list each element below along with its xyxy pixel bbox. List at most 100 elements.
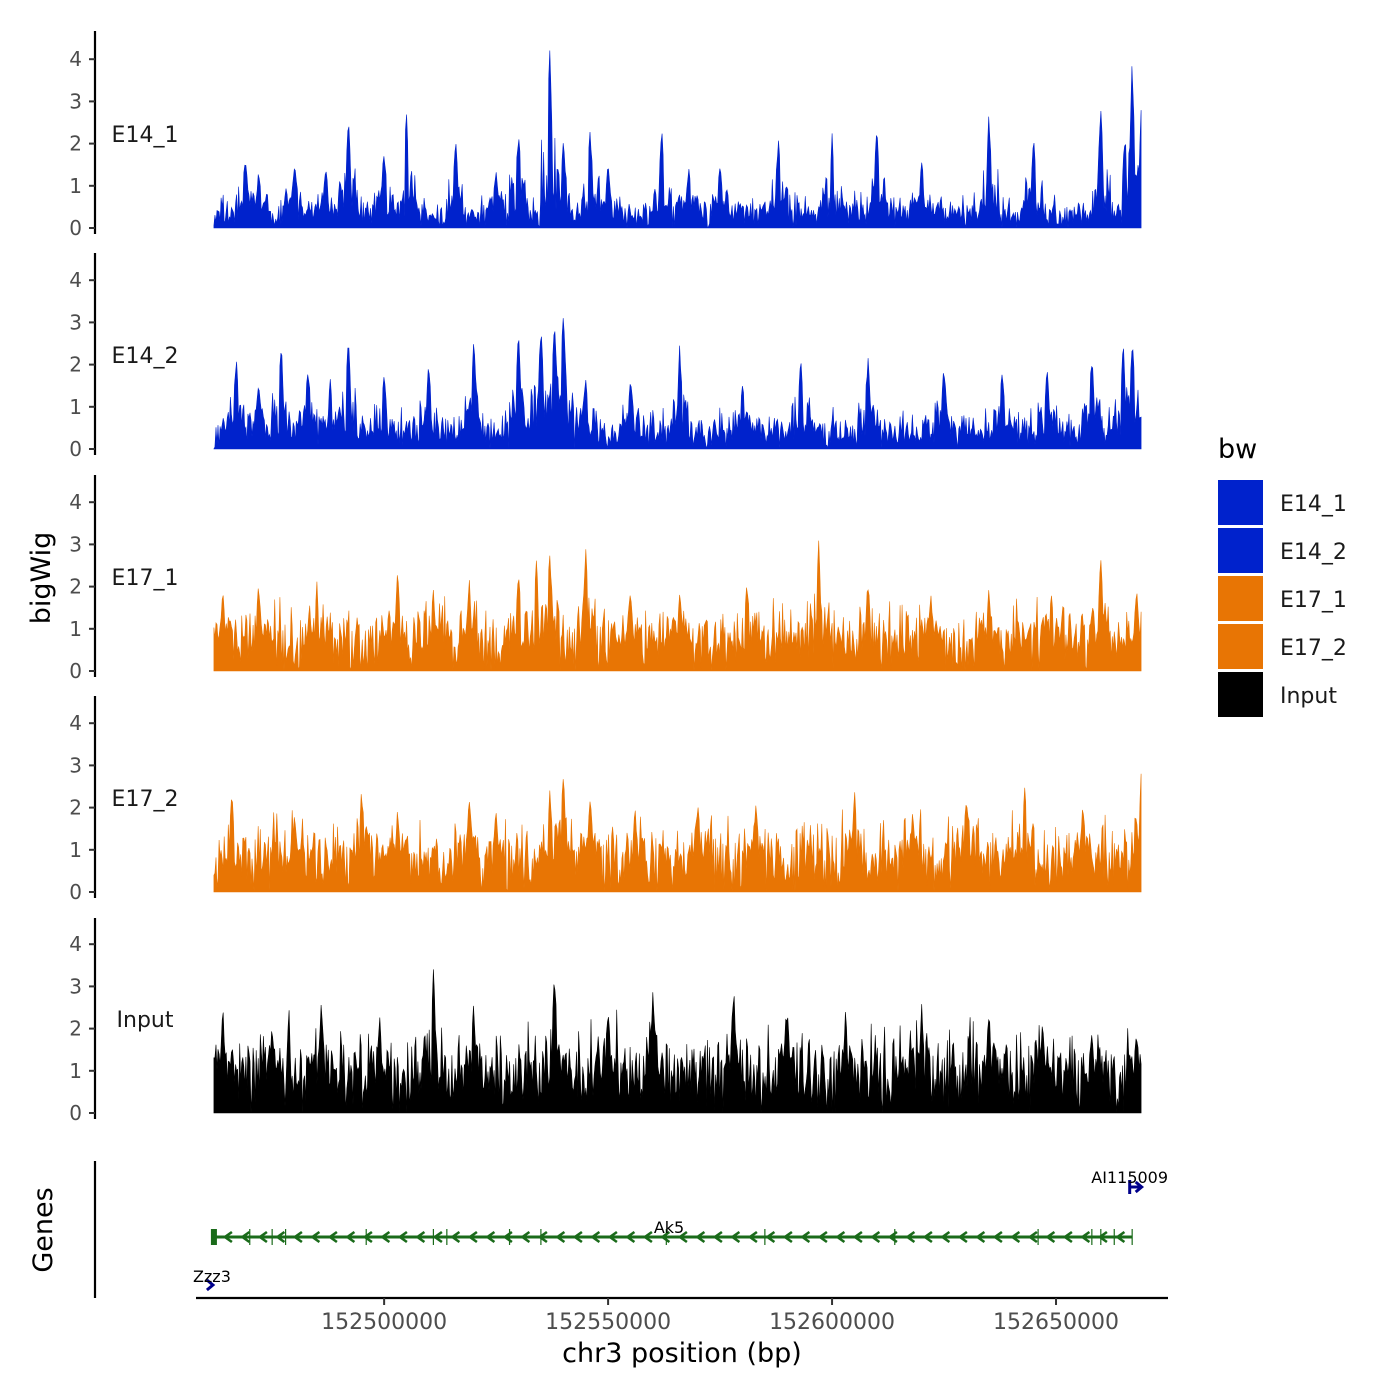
genes-track-title: Genes [28, 1187, 59, 1272]
legend-title: bw [1218, 434, 1257, 465]
gene-ak5: Ak5 [210, 1218, 1133, 1245]
strand-chevron [1115, 1230, 1126, 1244]
strand-chevron [992, 1230, 1003, 1244]
strand-chevron [327, 1230, 338, 1244]
strand-chevron [572, 1230, 583, 1244]
track-e14-1: 0 1 2 3 4 E14_1 [69, 31, 1142, 240]
gene-label-ai115009: AI115009 [1091, 1168, 1168, 1187]
legend: bw E14_1 E14_2 E17_1 E17_2 Input [1218, 434, 1347, 717]
y-tick-label: 2 [69, 796, 82, 820]
signal-tracks: 0 1 2 3 4 E14_1 0 1 2 3 4 E14_2 0 1 2 3 4 E17_1 0 1 2 3 4 E17_2… [69, 31, 1142, 1125]
strand-chevron [800, 1230, 811, 1244]
signal-area-e14-1 [213, 50, 1142, 229]
strand-chevron [835, 1230, 846, 1244]
x-axis: 152500000 152550000 152600000 152650000 [196, 1296, 1168, 1335]
strand-chevron [940, 1230, 951, 1244]
legend-key-e14-1 [1218, 480, 1263, 525]
strand-chevron [870, 1230, 881, 1244]
strand-chevron [292, 1230, 303, 1244]
strand-chevron [975, 1230, 986, 1244]
gene-label-ak5: Ak5 [654, 1218, 684, 1237]
strand-chevron [1010, 1230, 1021, 1244]
signal-area-e14-2 [213, 318, 1142, 450]
strand-chevron [1062, 1230, 1073, 1244]
strand-chevron [1097, 1230, 1108, 1244]
gene-label-zzz3: Zzz3 [193, 1267, 231, 1286]
strand-chevron [695, 1230, 706, 1244]
signal-area-e17-1 [213, 540, 1142, 672]
y-tick-label: 3 [69, 310, 82, 334]
track-label: E14_1 [112, 123, 179, 148]
y-tick-label: 3 [69, 532, 82, 556]
track-e17-2: 0 1 2 3 4 E17_2 [69, 696, 1142, 904]
strand-chevron [485, 1230, 496, 1244]
track-label: E14_2 [112, 344, 179, 369]
track-label: E17_2 [112, 787, 179, 812]
strand-chevron [415, 1230, 426, 1244]
legend-key-e14-2 [1218, 528, 1263, 573]
strand-chevron [677, 1230, 688, 1244]
strand-chevron [257, 1230, 268, 1244]
y-tick-label: 2 [69, 353, 82, 377]
strand-chevron [817, 1230, 828, 1244]
strand-chevron [362, 1230, 373, 1244]
x-tick-label: 152500000 [321, 1310, 447, 1335]
y-tick-label: 4 [69, 711, 82, 735]
strand-chevron [222, 1230, 233, 1244]
y-tick-label: 4 [69, 932, 82, 956]
y-tick-label: 0 [69, 216, 82, 240]
x-tick-label: 152550000 [545, 1310, 671, 1335]
strand-chevron [380, 1230, 391, 1244]
track-label: E17_1 [112, 566, 179, 591]
gene-zzz3: Zzz3 [193, 1267, 231, 1292]
strand-chevron [502, 1230, 513, 1244]
strand-chevron [555, 1230, 566, 1244]
legend-key-e17-2 [1218, 624, 1263, 669]
y-tick-label: 0 [69, 437, 82, 461]
y-tick-label: 4 [69, 490, 82, 514]
strand-chevron [1027, 1230, 1038, 1244]
legend-label: E17_2 [1280, 636, 1347, 661]
signal-area-input [213, 969, 1142, 1114]
y-tick-label: 4 [69, 47, 82, 71]
strand-chevron [310, 1230, 321, 1244]
strand-chevron [537, 1230, 548, 1244]
y-tick-label: 2 [69, 132, 82, 156]
strand-chevron [642, 1230, 653, 1244]
y-tick-label: 3 [69, 753, 82, 777]
strand-chevron [590, 1230, 601, 1244]
x-axis-title: chr3 position (bp) [562, 1338, 802, 1369]
y-tick-label: 0 [69, 1101, 82, 1125]
y-tick-label: 0 [69, 880, 82, 904]
strand-chevron [852, 1230, 863, 1244]
strand-chevron [1080, 1230, 1091, 1244]
strand-chevron [782, 1230, 793, 1244]
strand-chevron [625, 1230, 636, 1244]
y-tick-label: 3 [69, 974, 82, 998]
strand-chevron [712, 1230, 723, 1244]
signal-area-e17-2 [213, 773, 1142, 893]
strand-chevron [765, 1230, 776, 1244]
genes-track: Ak5 Zzz3 AI115009 [93, 1161, 1168, 1298]
track-label: Input [117, 1008, 174, 1033]
y-tick-label: 1 [69, 617, 82, 641]
strand-chevron [397, 1230, 408, 1244]
strand-chevron [450, 1230, 461, 1244]
strand-chevron [1134, 1180, 1145, 1194]
legend-key-input [1218, 672, 1263, 717]
y-tick-label: 2 [69, 1017, 82, 1041]
legend-label: Input [1280, 684, 1337, 709]
strand-chevron [607, 1230, 618, 1244]
strand-chevron [957, 1230, 968, 1244]
x-tick-label: 152650000 [993, 1310, 1119, 1335]
strand-chevron [345, 1230, 356, 1244]
legend-label: E14_2 [1280, 540, 1347, 565]
strand-chevron [205, 1278, 216, 1292]
y-tick-label: 1 [69, 395, 82, 419]
gene-ai115009: AI115009 [1091, 1168, 1168, 1194]
strand-chevron [275, 1230, 286, 1244]
strand-chevron [467, 1230, 478, 1244]
strand-chevron [240, 1230, 251, 1244]
y-tick-label: 1 [69, 838, 82, 862]
